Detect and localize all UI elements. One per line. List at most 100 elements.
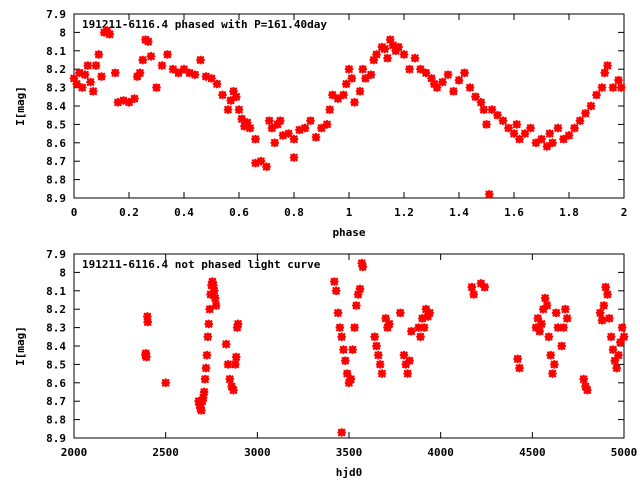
data-point <box>515 363 524 373</box>
x-tick-label: 1.6 <box>504 206 524 219</box>
data-point <box>233 319 243 329</box>
data-point <box>209 286 219 296</box>
data-point <box>373 350 383 360</box>
data-point <box>603 290 612 299</box>
x-tick-label: 0.6 <box>229 206 249 219</box>
data-point <box>138 55 148 65</box>
y-tick-label: 8.6 <box>46 137 66 150</box>
data-point <box>105 29 115 39</box>
data-point <box>94 50 104 59</box>
data-point <box>221 339 231 349</box>
y-tick-label: 8.9 <box>46 432 66 445</box>
chart-title: 191211-6116.4 not phased light curve <box>82 258 321 271</box>
data-point <box>231 92 241 102</box>
data-point <box>83 61 93 70</box>
data-point <box>168 64 178 74</box>
data-point <box>559 323 568 332</box>
data-point <box>227 382 237 391</box>
data-point <box>551 308 561 318</box>
data-point <box>322 120 332 129</box>
data-point <box>370 332 380 342</box>
y-tick-label: 8.1 <box>46 285 66 298</box>
data-point <box>223 105 233 115</box>
data-point <box>512 120 522 129</box>
data-point <box>493 110 502 120</box>
data-point <box>482 120 491 129</box>
data-point <box>416 332 425 342</box>
data-point <box>119 96 128 105</box>
y-tick-label: 8.3 <box>46 82 66 95</box>
data-point <box>471 92 480 102</box>
x-tick-label: 0.4 <box>174 206 194 219</box>
data-point <box>88 86 98 96</box>
data-point <box>333 94 343 104</box>
axis-ticks: 0 0.2 0.4 0.6 0.8 1 1.2 1.4 1.6 1.8 2 7.9 8 8.1 8.2 8.3… <box>46 8 627 219</box>
data-point <box>369 55 379 65</box>
data-point <box>152 83 161 92</box>
data-point <box>174 68 183 78</box>
data-point <box>350 97 359 107</box>
data-point <box>421 304 431 314</box>
data-point <box>417 314 427 323</box>
data-point <box>201 72 211 81</box>
data-point <box>185 68 194 78</box>
data-point <box>344 64 354 74</box>
data-point <box>146 51 156 61</box>
data-point <box>229 86 238 96</box>
data-point <box>395 308 405 318</box>
data-point <box>163 50 172 59</box>
data-point <box>86 77 95 87</box>
y-tick-label: 8 <box>59 26 66 39</box>
data-point <box>469 290 479 299</box>
data-point <box>520 129 530 138</box>
data-point <box>340 356 350 366</box>
data-point <box>610 356 620 366</box>
data-point <box>592 90 601 100</box>
y-tick-label: 8.5 <box>46 358 66 371</box>
data-point <box>562 314 572 323</box>
data-point <box>331 286 341 296</box>
data-point <box>484 189 494 199</box>
data-point <box>581 108 590 118</box>
data-point <box>143 37 153 46</box>
data-point <box>586 101 596 111</box>
data-point <box>432 83 442 92</box>
x-tick-label: 3000 <box>244 446 271 459</box>
data-point <box>449 86 458 96</box>
y-axis-label: I[mag] <box>14 86 27 126</box>
data-point <box>161 378 171 388</box>
data-point <box>245 123 255 133</box>
data-point <box>205 304 215 314</box>
data-point <box>342 369 352 378</box>
data-point <box>353 290 363 299</box>
data-point <box>383 323 392 332</box>
data-point <box>375 360 385 369</box>
data-point <box>467 282 477 292</box>
data-point <box>476 97 486 107</box>
x-tick-label: 0.2 <box>119 206 139 219</box>
data-point <box>110 68 120 78</box>
data-point <box>211 301 221 310</box>
data-point <box>419 323 429 332</box>
data-point <box>606 332 616 342</box>
y-tick-label: 8.9 <box>46 192 66 205</box>
data-point <box>559 134 568 144</box>
data-point <box>544 332 554 342</box>
data-point <box>333 308 343 318</box>
data-point <box>351 301 361 310</box>
data-point <box>405 64 414 74</box>
data-point <box>531 138 541 148</box>
data-point <box>262 162 271 172</box>
data-point <box>206 290 215 299</box>
data-point <box>617 323 627 332</box>
y-tick-label: 8.2 <box>46 63 66 76</box>
chart-title: 191211-6116.4 phased with P=161.40day <box>82 18 327 31</box>
data-point <box>600 68 610 78</box>
data-point <box>380 44 390 54</box>
data-point <box>142 312 152 321</box>
data-point <box>339 345 348 355</box>
data-point <box>553 323 563 332</box>
data-point <box>355 284 365 294</box>
data-point <box>344 378 354 388</box>
data-point <box>270 138 280 148</box>
